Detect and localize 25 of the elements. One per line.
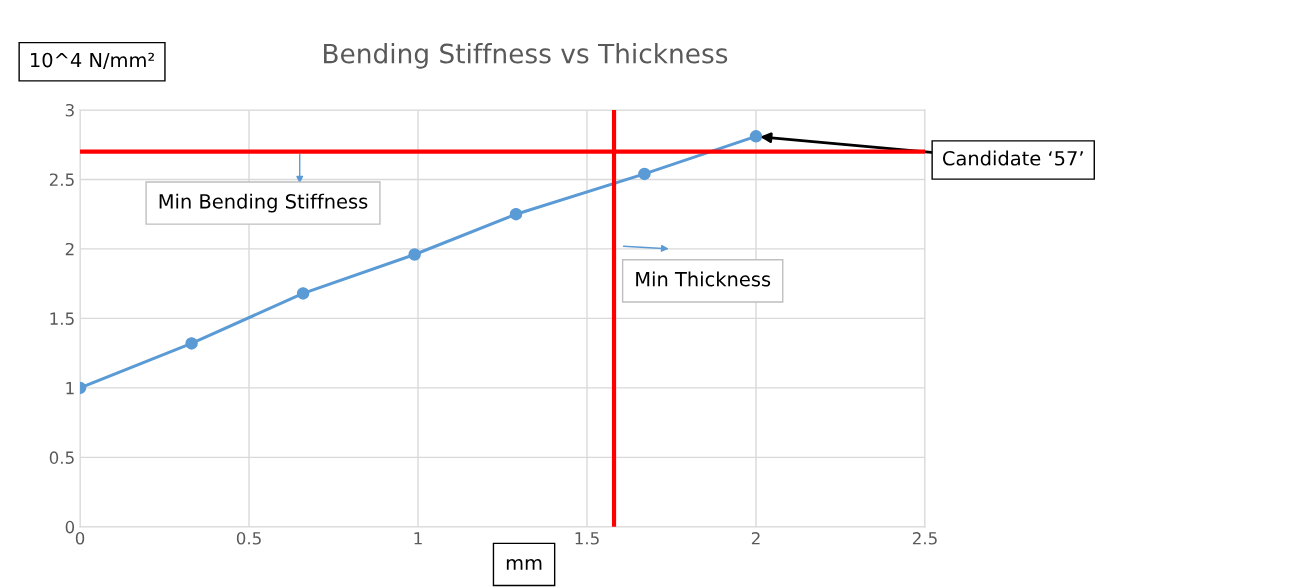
- x-tick-label: 1.5: [575, 532, 599, 545]
- x-tick-label: 0.5: [236, 532, 261, 545]
- point: [408, 248, 421, 261]
- chart-title: Bending Stiffness vs Thickness: [324, 43, 728, 69]
- x-tick-label: 1: [414, 532, 422, 545]
- point: [509, 207, 523, 221]
- y-tick-label: 1: [66, 382, 74, 395]
- point: [638, 167, 651, 181]
- annotation: Candidate ‘57’: [942, 150, 1083, 166]
- point: [749, 130, 763, 143]
- y-tick-label: 2: [65, 242, 74, 256]
- x-axis-title: mm: [506, 558, 542, 570]
- y-axis-title: 10^4 N/mm²: [31, 52, 154, 69]
- point: [185, 337, 198, 350]
- y-tick-label: 0.5: [49, 451, 74, 464]
- ref-line-label: Min Bending Stiffness: [159, 193, 368, 213]
- x-tick-label: 2.5: [912, 532, 937, 545]
- y-tick-label: 1.5: [50, 312, 74, 325]
- x-tick-label: 0: [75, 532, 85, 545]
- x-tick-label: 2: [751, 532, 760, 545]
- point: [296, 287, 310, 300]
- y-tick-label: 3: [65, 103, 74, 117]
- y-tick-label: 2.5: [49, 173, 74, 187]
- ref-line-label: Min Thickness: [636, 271, 771, 287]
- y-tick-label: 0: [65, 520, 75, 534]
